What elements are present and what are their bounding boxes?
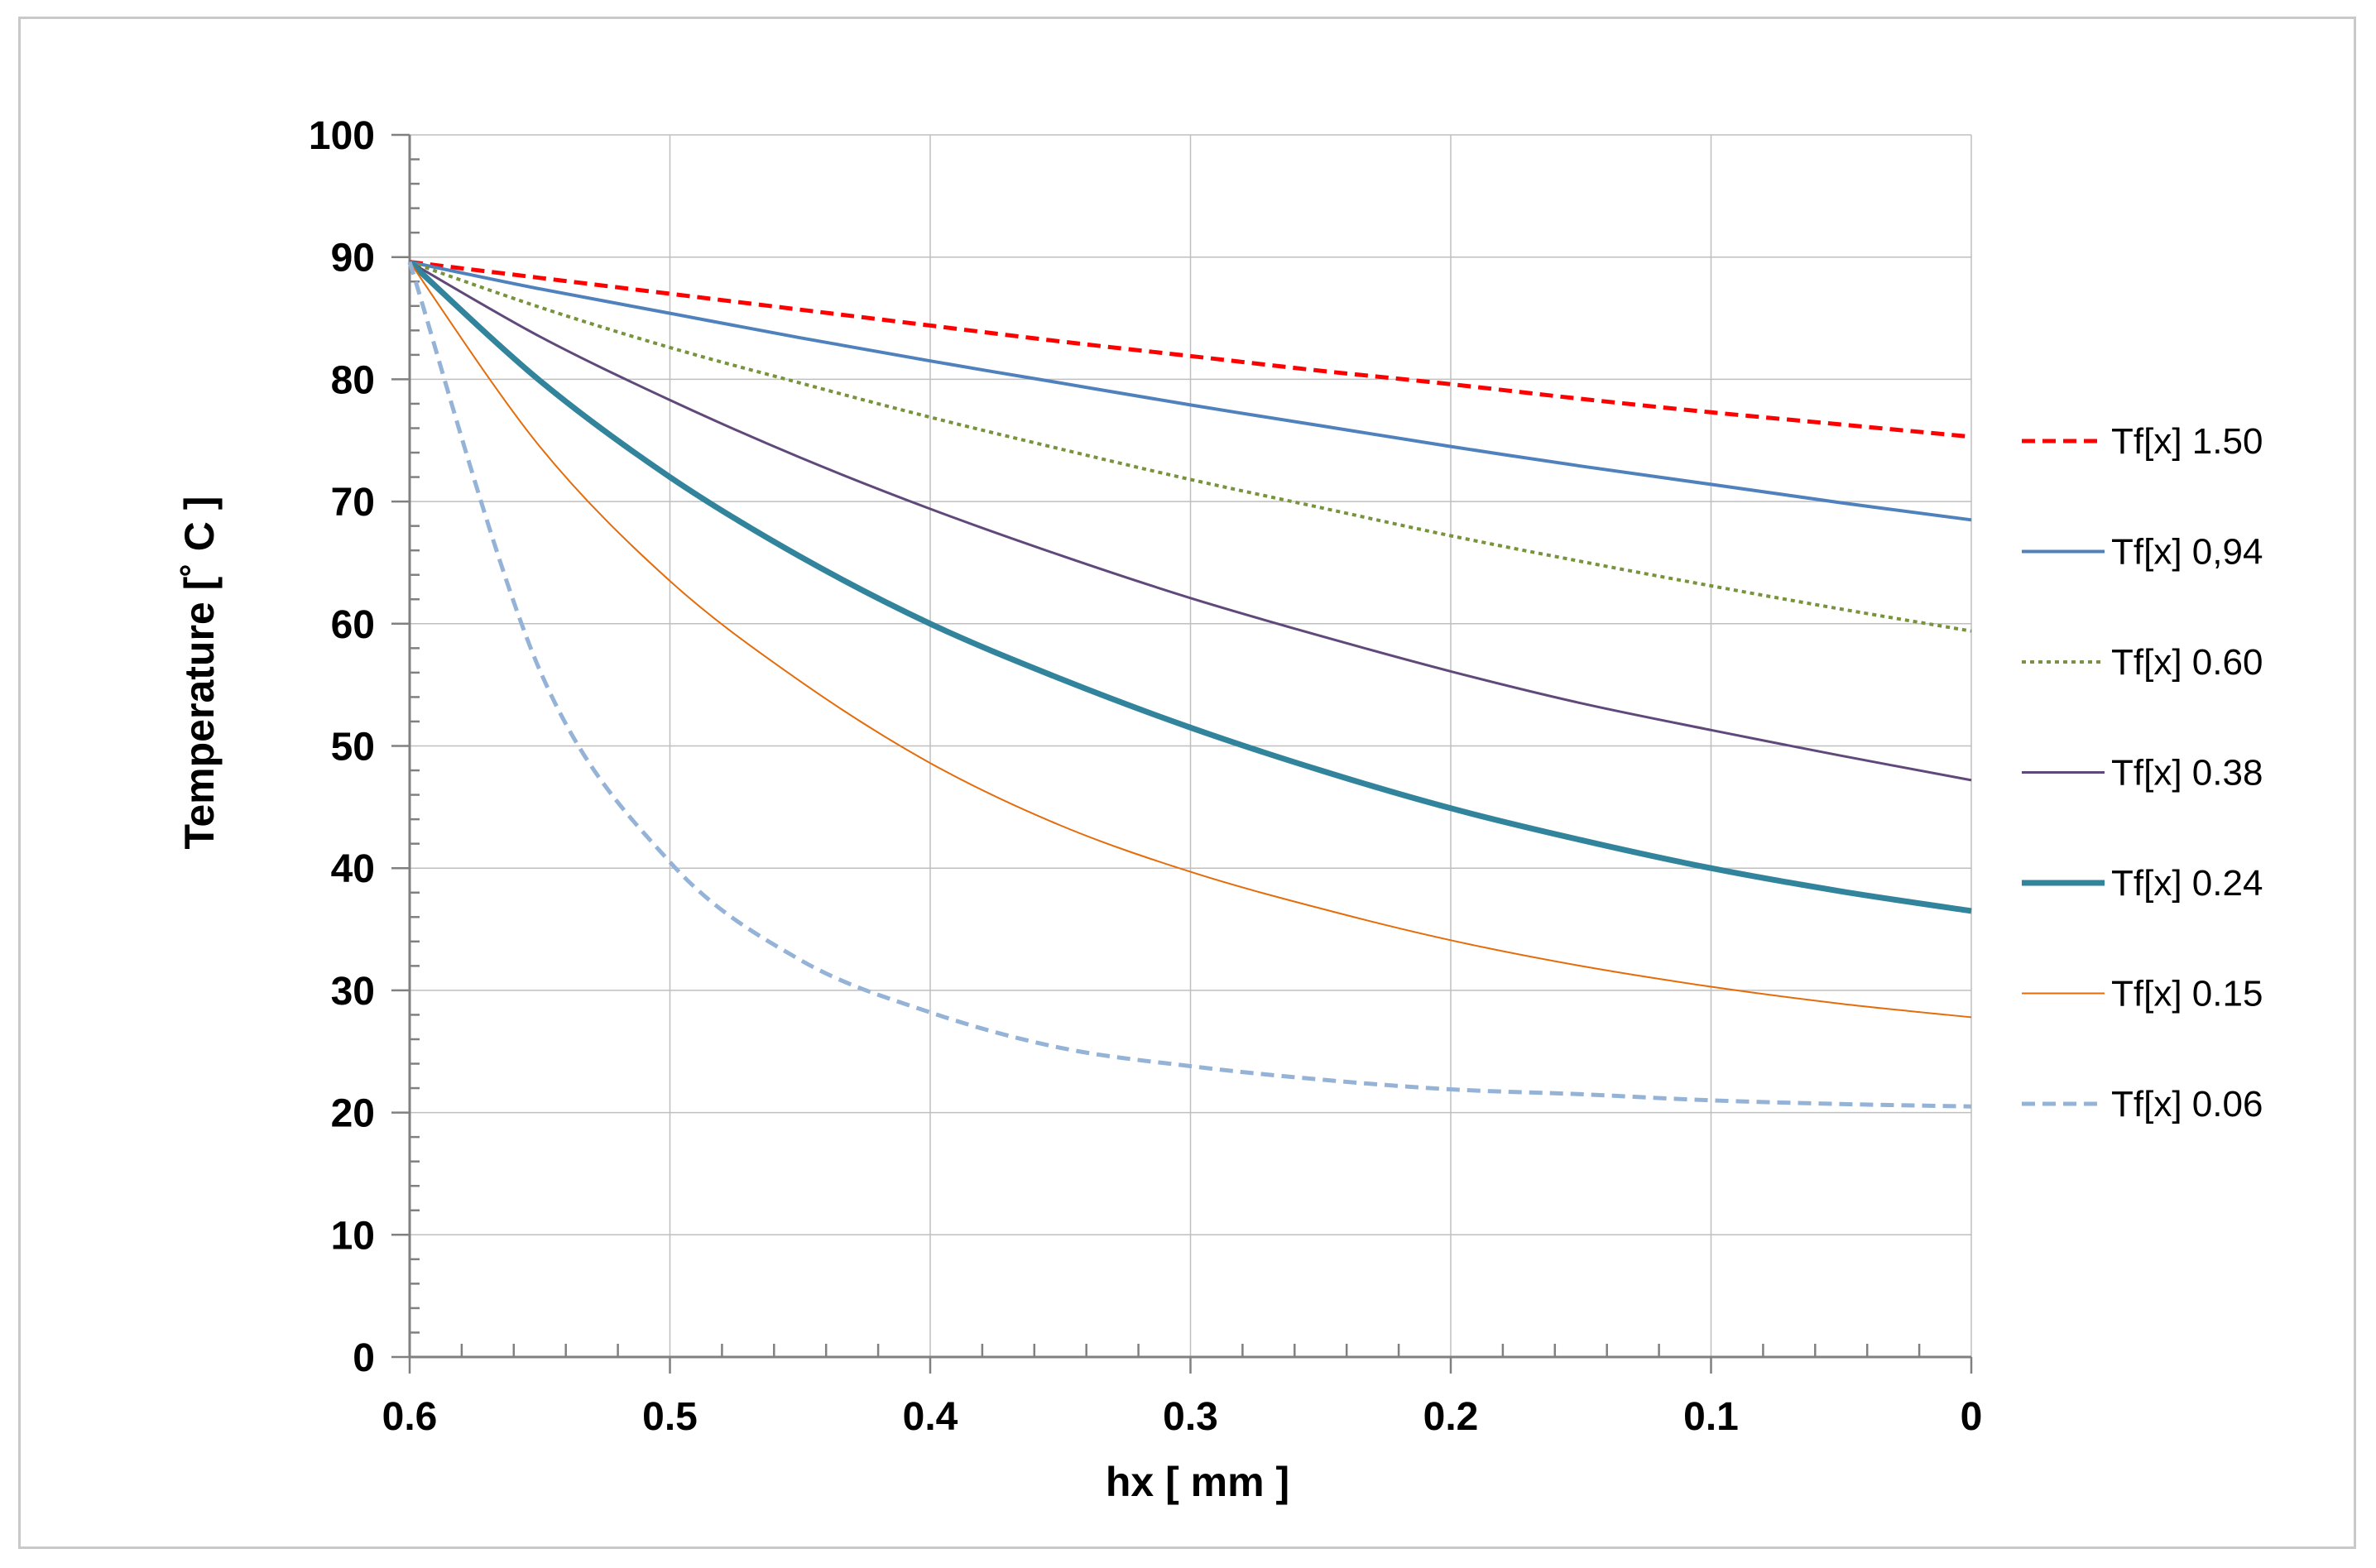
series-line-2	[409, 260, 1972, 633]
series-line-5	[409, 261, 1972, 1019]
series-line-6	[407, 261, 1972, 1109]
legend-label-1: Tf[x] 0,94	[2111, 532, 2263, 573]
y-tick-label: 60	[331, 603, 375, 647]
x-tick-label: 0.1	[1683, 1395, 1739, 1439]
legend-label-6: Tf[x] 0.06	[2111, 1084, 2263, 1124]
y-tick-label: 0	[353, 1336, 375, 1380]
series-line-3	[409, 261, 1972, 782]
x-tick-label: 0.4	[903, 1395, 958, 1439]
x-tick-label: 0.5	[642, 1395, 698, 1439]
axes	[391, 133, 1973, 1374]
x-axis-title: hx [ mm ]	[1106, 1459, 1289, 1505]
tick-labels: 0 10 20 30 40 50 60 70 80 90 100 0.6 0.5 0.4 0.3 0.2 0.1…	[309, 114, 1982, 1439]
legend-label-5: Tf[x] 0.15	[2111, 974, 2263, 1014]
x-tick-label: 0.2	[1423, 1395, 1479, 1439]
y-tick-label: 10	[331, 1214, 375, 1258]
y-tick-label: 90	[331, 237, 375, 281]
y-tick-label: 70	[331, 481, 375, 525]
legend-label-3: Tf[x] 0.38	[2111, 753, 2263, 794]
y-tick-label: 30	[331, 970, 375, 1014]
x-tick-label: 0	[1961, 1395, 1983, 1439]
y-tick-label: 80	[331, 358, 375, 402]
y-tick-label: 40	[331, 847, 375, 891]
series-line-0	[409, 260, 1972, 439]
y-tick-label: 100	[309, 114, 375, 158]
legend-label-2: Tf[x] 0.60	[2111, 642, 2263, 683]
x-tick-label: 0.3	[1163, 1395, 1218, 1439]
y-tick-label: 50	[331, 726, 375, 770]
series-line-1	[409, 260, 1972, 522]
x-tick-label: 0.6	[382, 1395, 438, 1439]
series-lines	[407, 260, 1972, 1109]
line-chart: 0 10 20 30 40 50 60 70 80 90 100 0.6 0.5 0.4 0.3 0.2 0.1…	[176, 114, 2263, 1505]
series-line-4	[407, 260, 1972, 914]
legend: Tf[x] 1.50 Tf[x] 0,94 Tf[x] 0.60 Tf[x] 0.38…	[2022, 421, 2263, 1124]
chart-frame: 0 10 20 30 40 50 60 70 80 90 100 0.6 0.5 0.4 0.3 0.2 0.1…	[18, 17, 2356, 1549]
gridlines	[410, 134, 1972, 1357]
legend-label-0: Tf[x] 1.50	[2111, 421, 2263, 462]
y-tick-label: 20	[331, 1092, 375, 1136]
legend-label-4: Tf[x] 0.24	[2111, 863, 2263, 904]
y-axis-title: Temperature [˚ C ]	[176, 496, 223, 850]
